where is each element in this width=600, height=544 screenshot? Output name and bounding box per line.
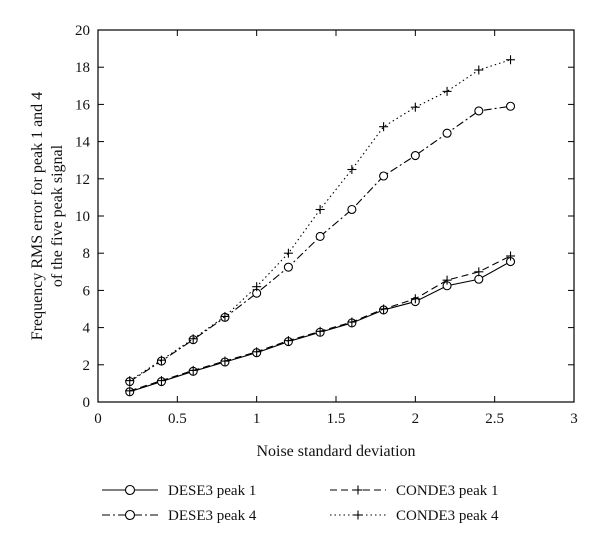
- x-tick-label: 1.5: [327, 411, 346, 427]
- data-point: [505, 101, 516, 111]
- legend-label: DESE3 peak 4: [168, 508, 257, 524]
- data-point: [353, 510, 363, 520]
- data-point: [252, 282, 262, 292]
- data-point: [506, 55, 516, 65]
- data-point: [124, 484, 136, 496]
- y-tick-label: 0: [83, 395, 91, 411]
- data-point: [442, 128, 452, 138]
- legend-item-dese3-peak-1: DESE3 peak 1: [102, 483, 256, 499]
- y-tick-label: 8: [83, 246, 91, 262]
- series-line: [129, 255, 511, 392]
- plot-frame: [97, 29, 575, 403]
- data-point: [252, 347, 262, 357]
- data-point: [156, 376, 166, 386]
- y-axis-title-line-1: Frequency RMS error for peak 1 and 4: [29, 92, 46, 340]
- data-point: [315, 326, 325, 336]
- data-point: [506, 251, 516, 261]
- data-point: [220, 311, 230, 321]
- y-tick-label: 12: [75, 172, 90, 188]
- data-point: [410, 294, 420, 304]
- data-point: [156, 355, 166, 365]
- legend-label: DESE3 peak 1: [168, 483, 256, 499]
- x-axis-title: Noise standard deviation: [256, 443, 415, 460]
- y-tick-label: 14: [75, 135, 91, 151]
- data-point: [283, 248, 293, 258]
- x-tick-label: 3: [570, 411, 578, 427]
- plot-area: 0 0.5 1 1.5 2 2.5 3 0 2 4 6 8 10 12 14 16 18 20: [75, 23, 578, 427]
- y-tick-label: 10: [75, 209, 90, 225]
- legend-item-conde3-peak-1: CONDE3 peak 1: [330, 483, 498, 499]
- y-tick-label: 18: [75, 60, 90, 76]
- data-point: [347, 165, 357, 174]
- legend-item-conde3-peak-4: CONDE3 peak 4: [330, 508, 499, 524]
- data-point: [315, 231, 325, 242]
- series-layer: [125, 55, 516, 397]
- x-tick-label: 0.5: [168, 411, 187, 427]
- data-point: [474, 65, 484, 75]
- axis-ticks: 0 0.5 1 1.5 2 2.5 3 0 2 4 6 8 10 12 14 16 18 20: [75, 23, 578, 427]
- data-point: [283, 262, 293, 272]
- data-point: [474, 274, 484, 284]
- series-conde3-peak-4: [125, 55, 516, 386]
- series-line: [129, 105, 511, 383]
- data-point: [125, 376, 135, 386]
- data-point: [124, 509, 136, 521]
- data-point: [442, 275, 452, 285]
- y-tick-label: 4: [83, 321, 91, 337]
- data-point: [379, 304, 389, 314]
- y-axis-title-line-2: of the five peak signal: [49, 144, 66, 287]
- data-point: [410, 102, 420, 112]
- data-point: [379, 122, 389, 132]
- data-point: [283, 336, 293, 346]
- data-point: [125, 386, 135, 396]
- data-point: [474, 106, 484, 116]
- series-conde3-peak-1: [125, 251, 516, 396]
- y-tick-label: 2: [83, 358, 91, 374]
- legend-item-dese3-peak-4: DESE3 peak 4: [102, 508, 257, 524]
- series-dese3-peak-4: [125, 101, 516, 387]
- y-tick-label: 16: [75, 97, 91, 113]
- data-point: [188, 334, 198, 344]
- data-point: [220, 356, 230, 366]
- x-tick-label: 1: [253, 411, 261, 427]
- data-point: [353, 485, 363, 495]
- data-point: [442, 86, 452, 96]
- legend-label: CONDE3 peak 4: [396, 508, 499, 524]
- y-tick-label: 20: [75, 23, 90, 39]
- x-tick-label: 2.5: [485, 411, 504, 427]
- data-point: [315, 204, 325, 214]
- data-point: [410, 151, 420, 161]
- data-point: [379, 171, 389, 181]
- data-point: [347, 204, 357, 215]
- legend: DESE3 peak 1 DESE3 peak 4 CONDE3 peak 1 …: [102, 483, 499, 524]
- legend-label: CONDE3 peak 1: [396, 483, 498, 499]
- x-tick-label: 0: [94, 411, 102, 427]
- data-point: [188, 365, 198, 375]
- y-tick-label: 6: [83, 283, 91, 299]
- x-tick-label: 2: [412, 411, 420, 427]
- data-point: [474, 267, 484, 277]
- data-point: [347, 317, 357, 327]
